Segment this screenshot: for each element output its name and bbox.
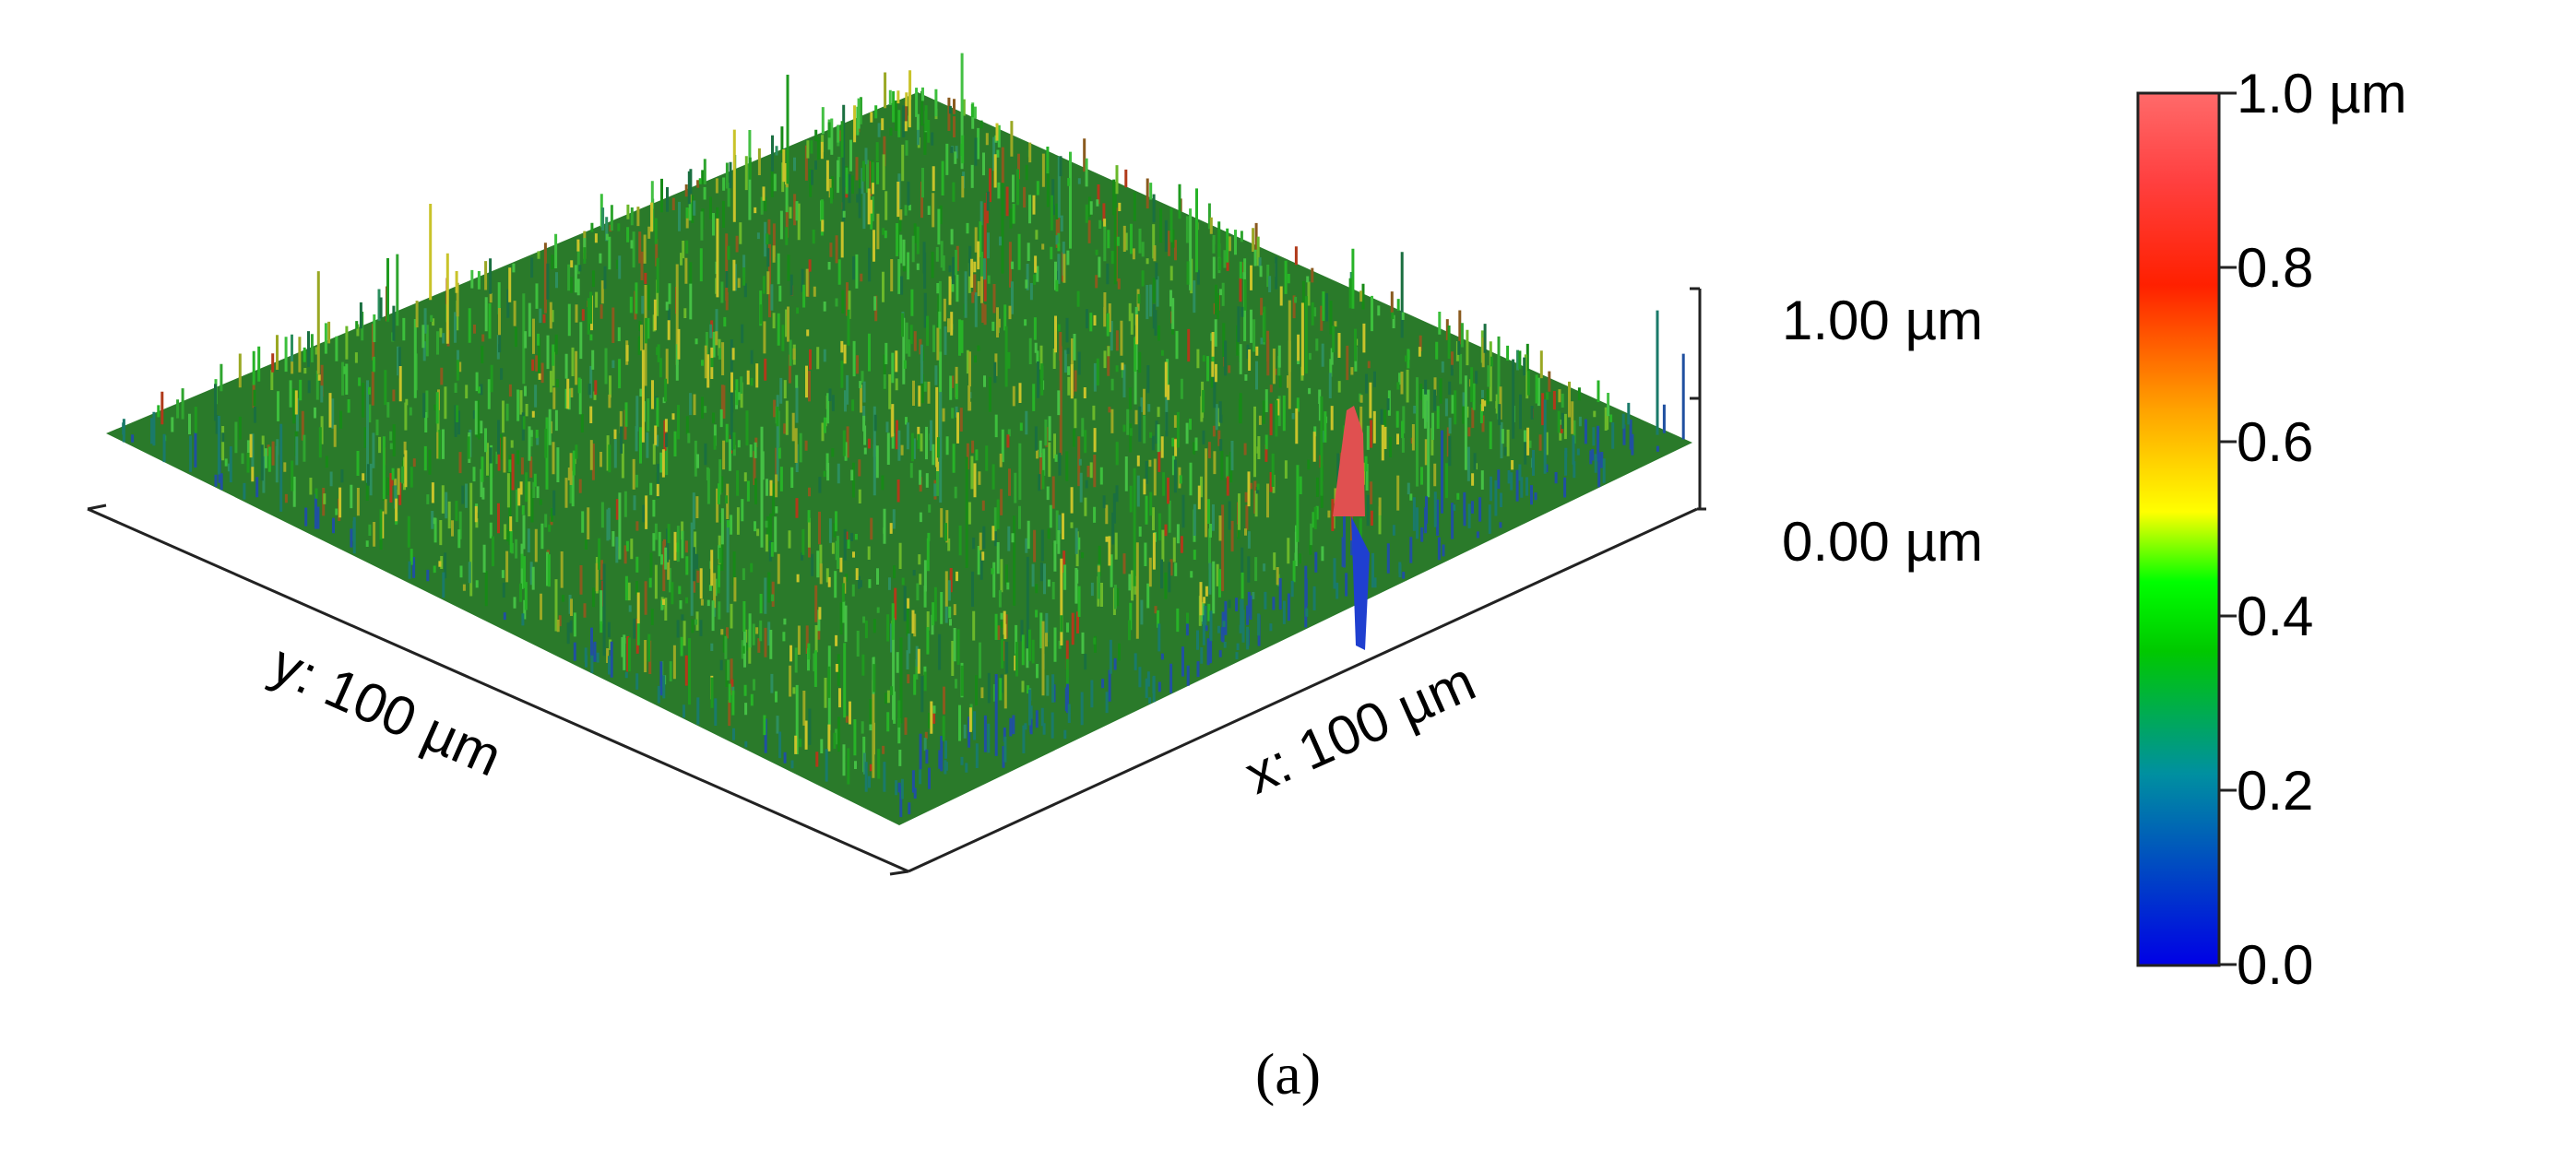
surface-spike-group	[176, 97, 1576, 745]
y-axis-tick-start	[87, 503, 107, 511]
x-axis-line	[908, 507, 1698, 873]
y-axis-tick-end	[889, 870, 909, 876]
colorbar: 1.0 µm 0.8 0.6 0.4 0.2 0.0	[2136, 63, 2407, 996]
colorbar-tick-label-4: 0.4	[2237, 586, 2313, 647]
figure-caption: (a)	[1254, 1041, 1322, 1107]
x-axis-label: x: 100 µm	[1236, 650, 1484, 806]
colorbar-tick-label-6: 0.0	[2237, 934, 2313, 996]
surface-peak	[1333, 406, 1365, 516]
surface-dip	[1351, 516, 1370, 650]
z-axis	[1690, 287, 1702, 509]
surface-spikes	[122, 53, 1685, 818]
surface-spike-group	[122, 310, 1659, 799]
colorbar-tick-label-3: 0.6	[2237, 411, 2313, 473]
colorbar-gradient	[2136, 91, 2221, 967]
surface-plot	[106, 53, 1692, 825]
colorbar-tick-label-1: 1.0 µm	[2237, 63, 2407, 124]
surface-spike-group	[214, 104, 1564, 745]
colorbar-tick-label-2: 0.8	[2237, 237, 2313, 299]
colorbar-tick-label-5: 0.2	[2237, 760, 2313, 822]
y-axis-line	[87, 507, 909, 873]
y-axis-label: y: 100 µm	[263, 633, 511, 788]
surface-spike-group	[157, 90, 1613, 756]
base-axes	[87, 503, 1706, 876]
z-axis-top-label: 1.00 µm	[1782, 290, 1983, 351]
z-axis-bottom-label: 0.00 µm	[1782, 511, 1983, 573]
surface-spike-group	[194, 75, 1561, 785]
surface-spike-group	[249, 70, 1530, 754]
